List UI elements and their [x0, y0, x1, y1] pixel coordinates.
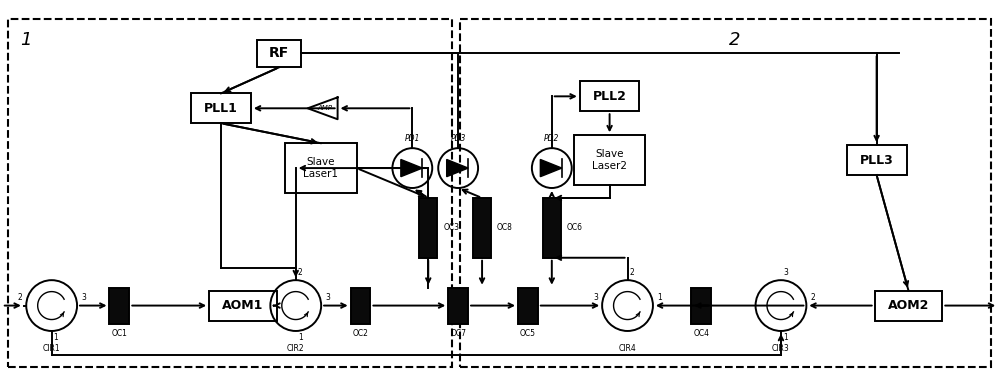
Text: OC4: OC4: [693, 330, 709, 338]
Text: 1: 1: [657, 293, 662, 302]
FancyBboxPatch shape: [351, 288, 370, 324]
Text: 2: 2: [18, 293, 22, 302]
Text: 3: 3: [325, 293, 330, 302]
FancyBboxPatch shape: [875, 291, 942, 321]
Text: 1: 1: [298, 333, 302, 342]
Polygon shape: [447, 160, 468, 177]
Text: AOM2: AOM2: [888, 299, 929, 312]
Polygon shape: [308, 98, 338, 119]
Text: PLL3: PLL3: [860, 153, 893, 167]
Polygon shape: [540, 160, 562, 177]
Text: PLL1: PLL1: [204, 102, 238, 115]
Text: Slave
Laser2: Slave Laser2: [592, 149, 627, 171]
Text: AMP: AMP: [317, 105, 332, 111]
FancyBboxPatch shape: [257, 40, 301, 67]
Text: 2: 2: [810, 293, 815, 302]
FancyBboxPatch shape: [518, 288, 538, 324]
Text: OC1: OC1: [111, 330, 127, 338]
Text: 2: 2: [630, 268, 634, 277]
Text: 2: 2: [729, 31, 741, 49]
Text: CIR3: CIR3: [772, 344, 790, 353]
Text: OC5: OC5: [520, 330, 536, 338]
Text: 3: 3: [81, 293, 86, 302]
Text: CIR2: CIR2: [287, 344, 305, 353]
Text: 3: 3: [783, 268, 788, 277]
Text: RF: RF: [269, 46, 289, 60]
Text: OC3: OC3: [443, 223, 459, 232]
Text: PLL2: PLL2: [593, 90, 627, 103]
FancyBboxPatch shape: [847, 145, 907, 175]
FancyBboxPatch shape: [543, 198, 561, 258]
FancyBboxPatch shape: [473, 198, 491, 258]
FancyBboxPatch shape: [285, 143, 357, 193]
FancyBboxPatch shape: [191, 93, 251, 123]
Text: OC6: OC6: [567, 223, 583, 232]
FancyBboxPatch shape: [580, 81, 639, 111]
FancyBboxPatch shape: [419, 198, 437, 258]
FancyBboxPatch shape: [109, 288, 129, 324]
Text: CIR1: CIR1: [43, 344, 60, 353]
Text: PD2: PD2: [544, 134, 559, 143]
FancyBboxPatch shape: [691, 288, 711, 324]
Text: 3: 3: [593, 293, 598, 302]
FancyBboxPatch shape: [574, 135, 645, 185]
Polygon shape: [401, 160, 422, 177]
Text: OC2: OC2: [353, 330, 368, 338]
Text: OC8: OC8: [497, 223, 513, 232]
Text: 2: 2: [298, 268, 302, 277]
Text: 1: 1: [54, 333, 58, 342]
Text: PD3: PD3: [450, 134, 466, 143]
FancyBboxPatch shape: [448, 288, 468, 324]
Text: AOM1: AOM1: [222, 299, 264, 312]
FancyBboxPatch shape: [209, 291, 277, 321]
Text: 1: 1: [783, 333, 788, 342]
Text: PD1: PD1: [405, 134, 420, 143]
Text: 1: 1: [20, 31, 31, 49]
Text: CIR4: CIR4: [619, 344, 636, 353]
Text: OC7: OC7: [450, 330, 466, 338]
Text: Slave
Laser1: Slave Laser1: [303, 157, 338, 179]
